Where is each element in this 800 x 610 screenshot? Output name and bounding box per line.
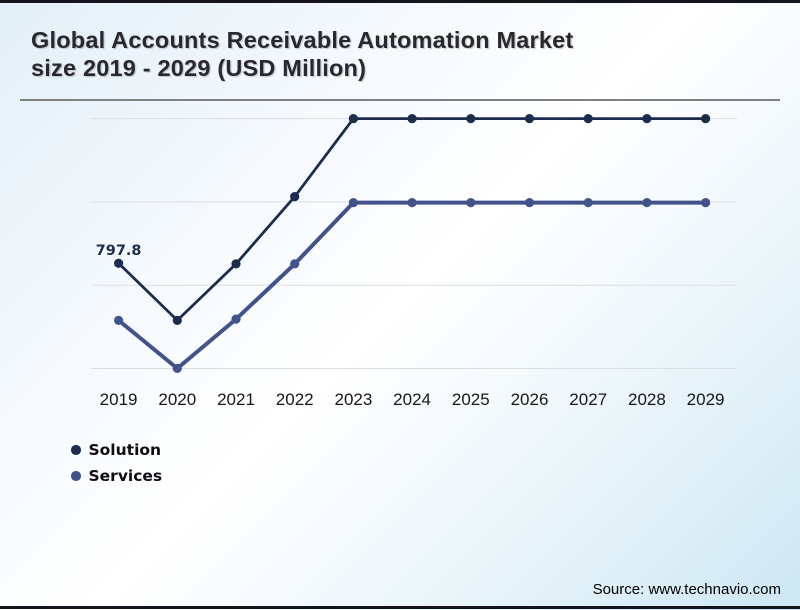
x-tick-label-2024: 2024 bbox=[393, 390, 431, 409]
solution-point-2026 bbox=[524, 114, 535, 124]
top-border bbox=[0, 0, 800, 3]
x-tick-label-2026: 2026 bbox=[511, 390, 549, 409]
services-point-2020 bbox=[172, 363, 182, 373]
chart-title-line-1: Global Accounts Receivable Automation Ma… bbox=[31, 27, 574, 53]
services-point-2023 bbox=[348, 198, 358, 208]
solution-point-2024 bbox=[407, 114, 417, 124]
source-attribution: Source: www.technavio.com bbox=[592, 581, 781, 598]
chart-legend: Solution Services bbox=[71, 437, 162, 489]
x-tick-label-2029: 2029 bbox=[687, 390, 725, 409]
chart-title-line-2: size 2019 - 2029 (USD Million) bbox=[31, 54, 367, 81]
services-point-2021 bbox=[231, 314, 241, 324]
x-tick-label-2022: 2022 bbox=[276, 390, 314, 409]
line-chart: 2019 2020 2021 2022 2023 2024 2025 2026 2027 2028… bbox=[91, 114, 737, 409]
services-point-2025 bbox=[466, 198, 476, 208]
services-point-2024 bbox=[407, 198, 417, 208]
services-point-2019 bbox=[114, 315, 124, 325]
solution-legend-dot-icon bbox=[71, 445, 81, 455]
data-point-label: 797.8 bbox=[96, 243, 142, 259]
solution-point-2021 bbox=[231, 259, 241, 269]
legend-item-solution: Solution bbox=[71, 437, 162, 463]
solution-point-2023 bbox=[348, 114, 358, 124]
legend-label-solution: Solution bbox=[88, 441, 162, 459]
services-point-2029 bbox=[701, 198, 711, 208]
x-tick-label-2028: 2028 bbox=[628, 390, 666, 409]
services-point-2027 bbox=[583, 198, 593, 208]
x-tick-label-2021: 2021 bbox=[217, 390, 255, 409]
solution-point-2022 bbox=[290, 192, 300, 202]
solution-point-2029 bbox=[701, 114, 711, 124]
x-tick-label-2025: 2025 bbox=[452, 390, 490, 409]
solution-point-2020 bbox=[172, 315, 182, 325]
solution-point-2028 bbox=[642, 114, 652, 124]
legend-item-services: Services bbox=[71, 463, 162, 489]
x-tick-label-2019: 2019 bbox=[100, 390, 138, 409]
x-tick-label-2023: 2023 bbox=[334, 390, 372, 409]
solution-point-2027 bbox=[583, 114, 593, 124]
solution-line bbox=[117, 117, 706, 323]
solution-point-2025 bbox=[466, 114, 476, 124]
x-tick-label-2020: 2020 bbox=[158, 390, 196, 409]
chart-title: Global Accounts Receivable Automation Ma… bbox=[31, 27, 731, 82]
x-tick-label-2027: 2027 bbox=[569, 390, 607, 409]
title-underline bbox=[20, 99, 780, 101]
services-point-2028 bbox=[642, 198, 652, 208]
solution-point-2019 bbox=[114, 258, 124, 268]
services-legend-dot-icon bbox=[71, 471, 81, 481]
bottom-border bbox=[0, 606, 800, 609]
legend-label-services: Services bbox=[88, 467, 163, 485]
services-point-2026 bbox=[524, 198, 535, 208]
services-point-2022 bbox=[290, 259, 300, 269]
